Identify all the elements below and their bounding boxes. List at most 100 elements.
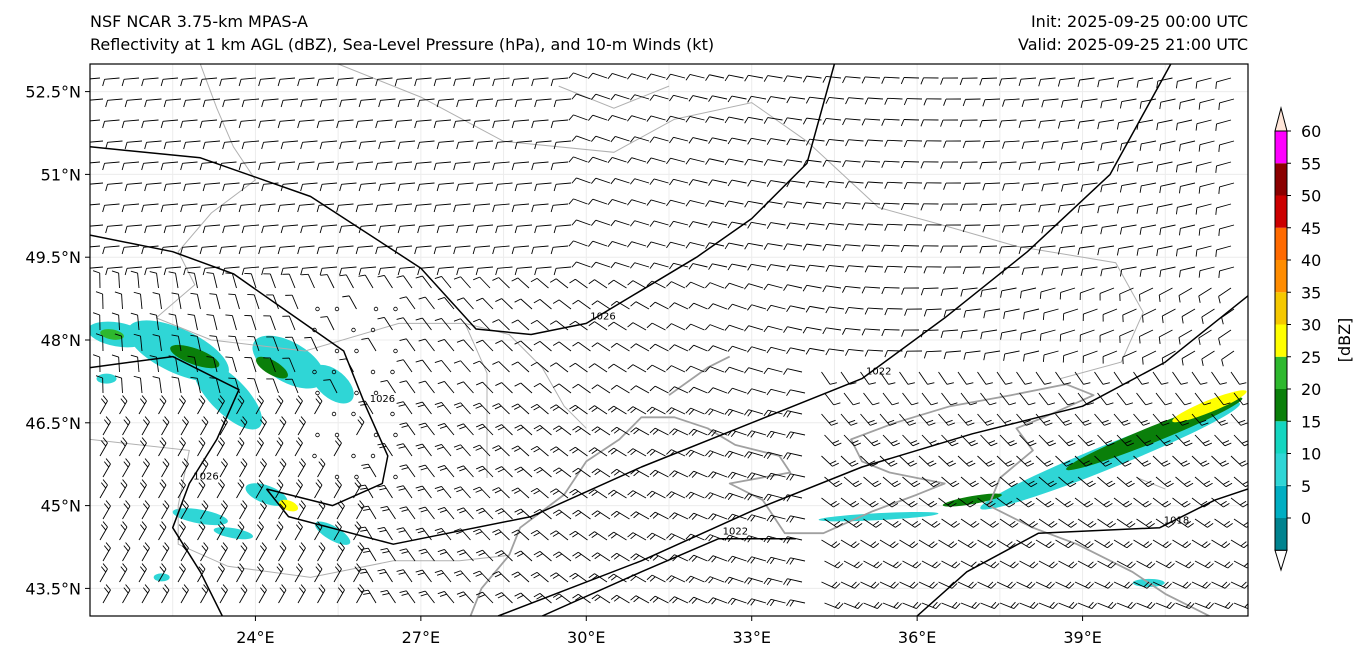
- wind-barb-staff: [595, 135, 611, 142]
- wind-barb: [300, 266, 318, 276]
- wind-barb-flag: [180, 79, 183, 87]
- wind-barb-flag: [884, 224, 888, 231]
- wind-barb-flag: [1201, 358, 1204, 366]
- wind-barb-staff: [302, 266, 318, 269]
- wind-barb: [982, 182, 1001, 191]
- wind-barb: [1119, 98, 1137, 109]
- wind-barb-staff: [124, 77, 140, 80]
- wind-barb: [1042, 308, 1059, 320]
- wind-barb: [1198, 182, 1215, 194]
- wind-barb-flag: [1104, 422, 1112, 426]
- wind-barb: [1139, 287, 1154, 302]
- wind-barb: [724, 450, 744, 458]
- wind-barb-staff: [444, 297, 455, 310]
- wind-barb-flag: [241, 100, 245, 108]
- wind-barb-staff: [118, 356, 120, 373]
- wind-barb-staff: [692, 95, 708, 100]
- wind-barb: [495, 466, 513, 478]
- wind-barb-staff: [269, 273, 276, 289]
- wind-barb-flag: [587, 114, 594, 121]
- wind-barb-staff: [458, 266, 474, 269]
- wind-barb-flag: [530, 319, 538, 325]
- wind-barb-flag: [940, 77, 944, 85]
- wind-barb-staff: [258, 421, 267, 436]
- wind-barb-staff: [405, 338, 416, 352]
- wind-barb-staff: [221, 161, 237, 164]
- wind-barb: [161, 458, 170, 478]
- wind-barb: [1074, 371, 1091, 385]
- wind-barb: [102, 203, 120, 213]
- wind-barb-staff: [790, 96, 806, 100]
- wind-barb-flag: [1048, 402, 1055, 406]
- wind-barb-flag: [890, 462, 898, 467]
- wind-barb-staff: [592, 198, 608, 205]
- wind-barb: [1119, 182, 1137, 193]
- wind-barb: [316, 77, 335, 87]
- wind-barb: [277, 119, 296, 129]
- wind-barb: [1198, 140, 1215, 152]
- wind-barb-staff: [161, 463, 170, 478]
- wind-barb-staff: [826, 159, 842, 163]
- wind-barb-staff: [405, 296, 416, 310]
- wind-barb-flag: [685, 323, 692, 330]
- wind-barb-flag: [1018, 163, 1022, 171]
- wind-barb: [901, 287, 920, 295]
- wind-barb-staff: [728, 74, 744, 79]
- wind-barb-staff: [615, 94, 630, 100]
- wind-barb: [453, 402, 471, 415]
- wind-barb-staff: [826, 327, 842, 331]
- wind-barb-flag: [228, 377, 236, 380]
- wind-barb-flag: [1002, 99, 1005, 107]
- wind-barb-flag: [1021, 268, 1025, 276]
- wind-barb-flag: [982, 267, 986, 275]
- wind-barb-staff: [868, 97, 884, 100]
- wind-barb: [940, 119, 959, 127]
- wind-barb: [903, 266, 923, 274]
- wind-barb-staff: [1079, 161, 1095, 165]
- wind-barb-flag: [398, 446, 406, 449]
- wind-barb-staff: [946, 308, 962, 311]
- wind-barb-staff: [748, 74, 764, 79]
- wind-barb: [977, 413, 995, 426]
- wind-barb-flag: [872, 402, 880, 406]
- wind-barb: [1077, 203, 1095, 213]
- wind-barb-flag: [1221, 359, 1224, 367]
- frontal-band-peak: [1172, 390, 1247, 423]
- wind-barb-flag: [591, 342, 598, 348]
- wind-barb-staff: [595, 261, 611, 268]
- wind-barb-flag: [414, 163, 417, 171]
- wind-barb-staff: [806, 243, 822, 247]
- wind-barb-staff: [1172, 371, 1182, 385]
- wind-barb-staff: [840, 413, 852, 426]
- wind-barb-flag: [377, 442, 385, 446]
- wind-barb-flag: [1038, 163, 1042, 171]
- wind-barb-staff: [482, 339, 494, 352]
- wind-barb-flag: [549, 404, 557, 409]
- wind-barb-flag: [845, 307, 849, 314]
- wind-barb-flag: [144, 416, 150, 423]
- wind-barb: [533, 425, 552, 436]
- wind-barb: [918, 371, 935, 385]
- wind-barb-staff: [829, 96, 845, 100]
- wind-barb-flag: [1139, 185, 1142, 193]
- wind-barb-flag: [219, 395, 225, 402]
- wind-barb-staff: [1055, 455, 1067, 467]
- wind-barb: [610, 220, 630, 227]
- wind-barb-flag: [1136, 248, 1139, 256]
- wind-barb-flag: [1002, 183, 1005, 191]
- wind-barb-flag: [842, 244, 846, 252]
- wind-barb-staff: [514, 119, 530, 122]
- wind-barb-flag: [842, 118, 846, 126]
- wind-barb-staff: [843, 392, 854, 406]
- wind-barb: [437, 423, 455, 436]
- wind-barb-flag: [610, 220, 616, 227]
- wind-barb-flag: [219, 205, 222, 213]
- wind-barb-flag: [434, 359, 442, 364]
- wind-barb-staff: [482, 381, 494, 394]
- wind-barb-staff: [575, 320, 588, 331]
- wind-barb-staff: [634, 220, 650, 226]
- wind-barb: [433, 161, 452, 171]
- wind-barb-staff: [1138, 203, 1154, 208]
- wind-barb: [900, 245, 920, 253]
- wind-barb: [688, 428, 708, 436]
